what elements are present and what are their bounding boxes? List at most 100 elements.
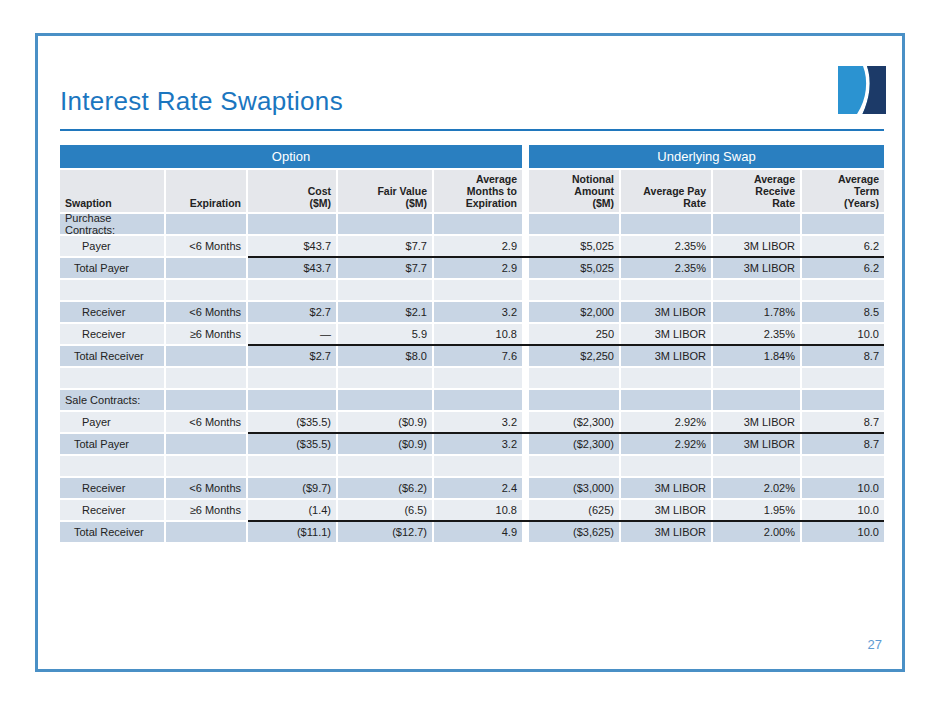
row-label-cell: [60, 456, 164, 476]
table-row: [60, 368, 884, 388]
value-cell: 3M LIBOR: [621, 522, 711, 542]
row-label-cell: Purchase Contracts:: [60, 214, 164, 234]
value-cell: ($6.2): [338, 478, 432, 498]
column-spacer: [524, 434, 527, 454]
value-cell: 2.35%: [621, 258, 711, 278]
value-cell: 250: [529, 324, 619, 344]
value-cell: 1.78%: [713, 302, 800, 322]
row-label-cell: Total Payer: [60, 258, 164, 278]
row-label-cell: Payer: [60, 412, 164, 432]
value-cell: 3M LIBOR: [621, 324, 711, 344]
value-cell: [166, 522, 246, 542]
option-band: Option: [60, 145, 522, 168]
value-cell: 2.35%: [713, 324, 800, 344]
column-header: Average Pay Rate: [621, 170, 711, 212]
value-cell: 7.6: [434, 346, 522, 366]
value-cell: [338, 280, 432, 300]
column-header: Expiration: [166, 170, 246, 212]
band-spacer: [524, 145, 527, 168]
value-cell: 5.9: [338, 324, 432, 344]
value-cell: 10.0: [802, 500, 884, 520]
value-cell: 10.0: [802, 478, 884, 498]
value-cell: [529, 456, 619, 476]
column-spacer: [524, 324, 527, 344]
value-cell: 2.00%: [713, 522, 800, 542]
table-row: Receiver<6 Months$2.7$2.13.2$2,0003M LIB…: [60, 302, 884, 322]
value-cell: [621, 214, 711, 234]
value-cell: [621, 390, 711, 410]
value-cell: $2.7: [248, 302, 336, 322]
value-cell: [166, 346, 246, 366]
value-cell: $2,250: [529, 346, 619, 366]
value-cell: [713, 280, 800, 300]
value-cell: [713, 390, 800, 410]
value-cell: [802, 456, 884, 476]
column-spacer: [524, 478, 527, 498]
column-spacer: [524, 302, 527, 322]
value-cell: [802, 214, 884, 234]
table-row: [60, 280, 884, 300]
value-cell: 3.2: [434, 302, 522, 322]
row-label-cell: Total Receiver: [60, 346, 164, 366]
value-cell: $8.0: [338, 346, 432, 366]
table-body: Purchase Contracts: Payer <6 Months $43.7$7…: [60, 214, 884, 542]
value-cell: —: [248, 324, 336, 344]
row-label-cell: [60, 368, 164, 388]
column-spacer: [524, 214, 527, 234]
value-cell: 10.0: [802, 522, 884, 542]
value-cell: ($3,000): [529, 478, 619, 498]
total-rule: [248, 432, 884, 434]
value-cell: 3M LIBOR: [621, 478, 711, 498]
total-rule: [248, 344, 884, 346]
value-cell: 6.2: [802, 258, 884, 278]
value-cell: 2.4: [434, 478, 522, 498]
value-cell: ($2,300): [529, 434, 619, 454]
value-cell: <6 Months: [166, 478, 246, 498]
value-cell: [338, 214, 432, 234]
table-row: Sale Contracts:: [60, 390, 884, 410]
value-cell: ≥6 Months: [166, 500, 246, 520]
column-spacer: [524, 346, 527, 366]
value-cell: 8.7: [802, 434, 884, 454]
column-spacer: [524, 412, 527, 432]
table-row: [60, 456, 884, 476]
value-cell: [248, 390, 336, 410]
value-cell: [621, 280, 711, 300]
value-cell: 2.02%: [713, 478, 800, 498]
value-cell: [434, 368, 522, 388]
column-header: Fair Value ($M): [338, 170, 432, 212]
table-group-header: Option Underlying Swap: [60, 145, 884, 168]
table-row: Purchase Contracts:: [60, 214, 884, 234]
value-cell: [166, 390, 246, 410]
value-cell: <6 Months: [166, 302, 246, 322]
page-number: 27: [868, 637, 882, 652]
page-title: Interest Rate Swaptions: [60, 86, 343, 117]
value-cell: [802, 390, 884, 410]
value-cell: $2.1: [338, 302, 432, 322]
value-cell: [434, 456, 522, 476]
column-header: Average Term (Years): [802, 170, 884, 212]
value-cell: 10.8: [434, 500, 522, 520]
value-cell: [529, 368, 619, 388]
row-label-cell: Total Receiver: [60, 522, 164, 542]
value-cell: 3M LIBOR: [621, 302, 711, 322]
value-cell: [802, 280, 884, 300]
value-cell: 3M LIBOR: [713, 236, 800, 256]
column-spacer: [524, 500, 527, 520]
table-column-headers: SwaptionExpirationCost ($M)Fair Value ($…: [60, 170, 884, 212]
row-label-cell: Receiver: [60, 500, 164, 520]
value-cell: 2.35%: [621, 236, 711, 256]
value-cell: ($9.7): [248, 478, 336, 498]
value-cell: [338, 390, 432, 410]
total-rule: [248, 520, 884, 522]
value-cell: $7.7: [338, 236, 432, 256]
value-cell: ($35.5): [248, 412, 336, 432]
value-cell: 3M LIBOR: [713, 412, 800, 432]
value-cell: $43.7: [248, 236, 336, 256]
row-label-cell: Total Payer: [60, 434, 164, 454]
value-cell: [434, 214, 522, 234]
value-cell: 8.7: [802, 412, 884, 432]
column-spacer: [524, 522, 527, 542]
row-label-cell: [60, 280, 164, 300]
value-cell: 2.92%: [621, 412, 711, 432]
